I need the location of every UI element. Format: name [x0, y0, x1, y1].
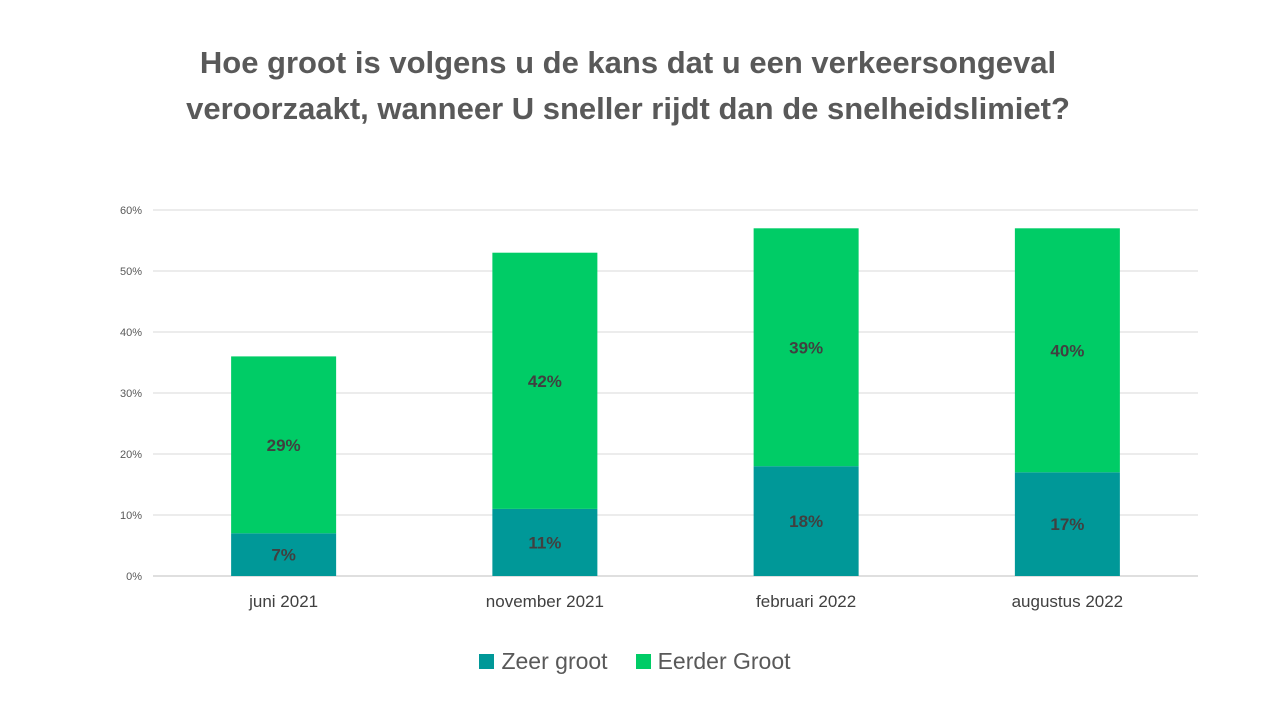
y-tick-label: 60%: [120, 205, 142, 217]
bar-eerder-groot: [1014, 228, 1120, 473]
data-label: 40%: [1050, 341, 1084, 360]
data-label: 7%: [271, 546, 296, 565]
legend-item-eerder-groot: Eerder Groot: [635, 648, 791, 675]
legend-swatch-eerder-groot: [635, 654, 651, 669]
x-category-label: juni 2021: [248, 592, 318, 611]
y-tick-label: 10%: [120, 510, 142, 522]
bar-eerder-groot: [492, 252, 598, 509]
chart-title-line-2: veroorzaakt, wanneer U sneller rijdt dan…: [186, 91, 1070, 126]
y-tick-label: 50%: [120, 266, 142, 278]
legend-label-zeer-groot: Zeer groot: [501, 648, 608, 674]
bar-zeer-groot: [1014, 472, 1120, 576]
bar-zeer-groot: [492, 508, 598, 576]
data-label: 18%: [789, 512, 823, 531]
legend-item-zeer-groot: Zeer groot: [479, 648, 608, 675]
bar-zeer-groot: [753, 466, 859, 576]
bar-zeer-groot: [231, 533, 337, 576]
data-label: 17%: [1050, 515, 1084, 534]
y-tick-label: 20%: [120, 449, 142, 461]
chart-legend: Zeer groot Eerder Groot: [0, 648, 1270, 675]
x-category-label: november 2021: [486, 592, 604, 611]
chart-title: Hoe groot is volgens u de kans dat u een…: [0, 40, 1256, 132]
x-category-label: februari 2022: [756, 592, 856, 611]
data-label: 39%: [789, 338, 823, 357]
data-label: 29%: [267, 436, 301, 455]
y-tick-label: 40%: [120, 327, 142, 339]
data-label: 42%: [528, 372, 562, 391]
y-tick-label: 0%: [126, 571, 142, 583]
bar-eerder-groot: [231, 356, 337, 534]
y-tick-label: 30%: [120, 388, 142, 400]
data-label: 11%: [528, 533, 561, 552]
chart-title-line-1: Hoe groot is volgens u de kans dat u een…: [199, 45, 1057, 80]
x-category-label: augustus 2022: [1012, 592, 1124, 611]
bar-eerder-groot: [753, 228, 859, 467]
legend-swatch-zeer-groot: [479, 654, 495, 669]
legend-label-eerder-groot: Eerder Groot: [657, 648, 791, 674]
